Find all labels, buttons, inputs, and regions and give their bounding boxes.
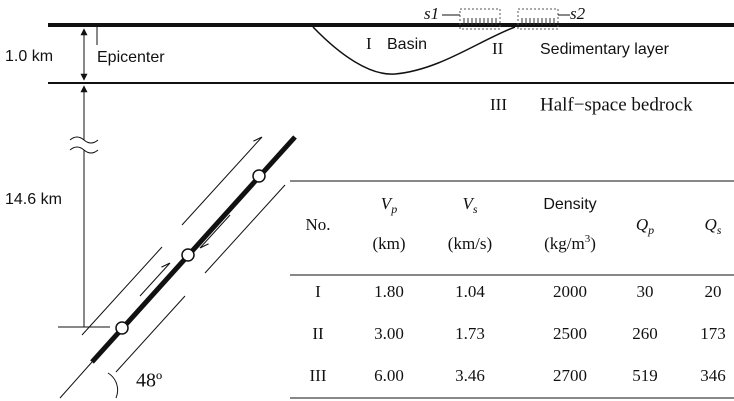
column-header: Qs [705, 215, 722, 237]
fault-extension [60, 362, 92, 398]
layer-number: I [366, 34, 372, 53]
column-header: Density [543, 196, 596, 213]
table-cell: I [315, 282, 321, 301]
receiver-label: s1 [424, 4, 439, 23]
header-name: No. [305, 215, 330, 234]
table-cell: 519 [632, 366, 658, 385]
header-subscript: s [473, 202, 478, 216]
dip-label: 48º [136, 370, 162, 392]
subfault [253, 170, 265, 182]
header-name: Density [543, 196, 596, 213]
table-cell: 2500 [553, 324, 587, 343]
layer-number: II [492, 39, 504, 58]
layer-number: III [490, 95, 507, 114]
slip-arrow [200, 215, 230, 248]
table-cell: 173 [700, 324, 726, 343]
table-cell: 3.46 [455, 366, 485, 385]
subfault [116, 322, 128, 334]
header-unit: (kg/m3) [544, 233, 596, 253]
header-subscript: s [717, 223, 722, 237]
header-name: Q [705, 215, 717, 234]
unit-end: ) [590, 234, 596, 253]
table-cell: 6.00 [374, 366, 404, 385]
depth-label: 14.6 km [5, 191, 62, 208]
depth-label: 1.0 km [5, 48, 53, 65]
header-name: Q [636, 215, 648, 234]
column-header: Vp [381, 194, 397, 216]
table-cell: 3.00 [374, 324, 404, 343]
column-header: No. [305, 215, 330, 234]
column-header: Vs [462, 194, 477, 216]
epicenter-label: Epicenter [97, 49, 165, 66]
slip-line [116, 296, 185, 372]
table-cell: 1.80 [374, 282, 404, 301]
layer-name: Half−space bedrock [540, 94, 693, 115]
figure: s1 s2 I Basin II Sedimentary layer III H… [0, 0, 734, 401]
dip-arc [108, 373, 118, 398]
table-cell: 1.04 [455, 282, 485, 301]
layer-name: Sedimentary layer [540, 41, 670, 58]
table-cell: 20 [705, 282, 722, 301]
table-cell: 1.73 [455, 324, 485, 343]
header-unit: (km/s) [448, 234, 492, 253]
table-cell: 346 [700, 366, 726, 385]
header-subscript: p [647, 223, 654, 237]
table-cell: III [310, 366, 327, 385]
header-unit: (km) [372, 234, 405, 253]
table-cell: 2700 [553, 366, 587, 385]
slip-line [182, 137, 262, 225]
subfault [182, 249, 194, 261]
column-header: Qp [636, 215, 654, 237]
layer-name: Basin [387, 36, 427, 53]
unit-base: (kg/m [544, 234, 585, 253]
table-cell: 2000 [553, 282, 587, 301]
table-cell: II [312, 324, 324, 343]
table-cell: 260 [632, 324, 658, 343]
header-subscript: p [390, 202, 397, 216]
receiver-label: s2 [570, 4, 586, 23]
table-cell: 30 [637, 282, 654, 301]
